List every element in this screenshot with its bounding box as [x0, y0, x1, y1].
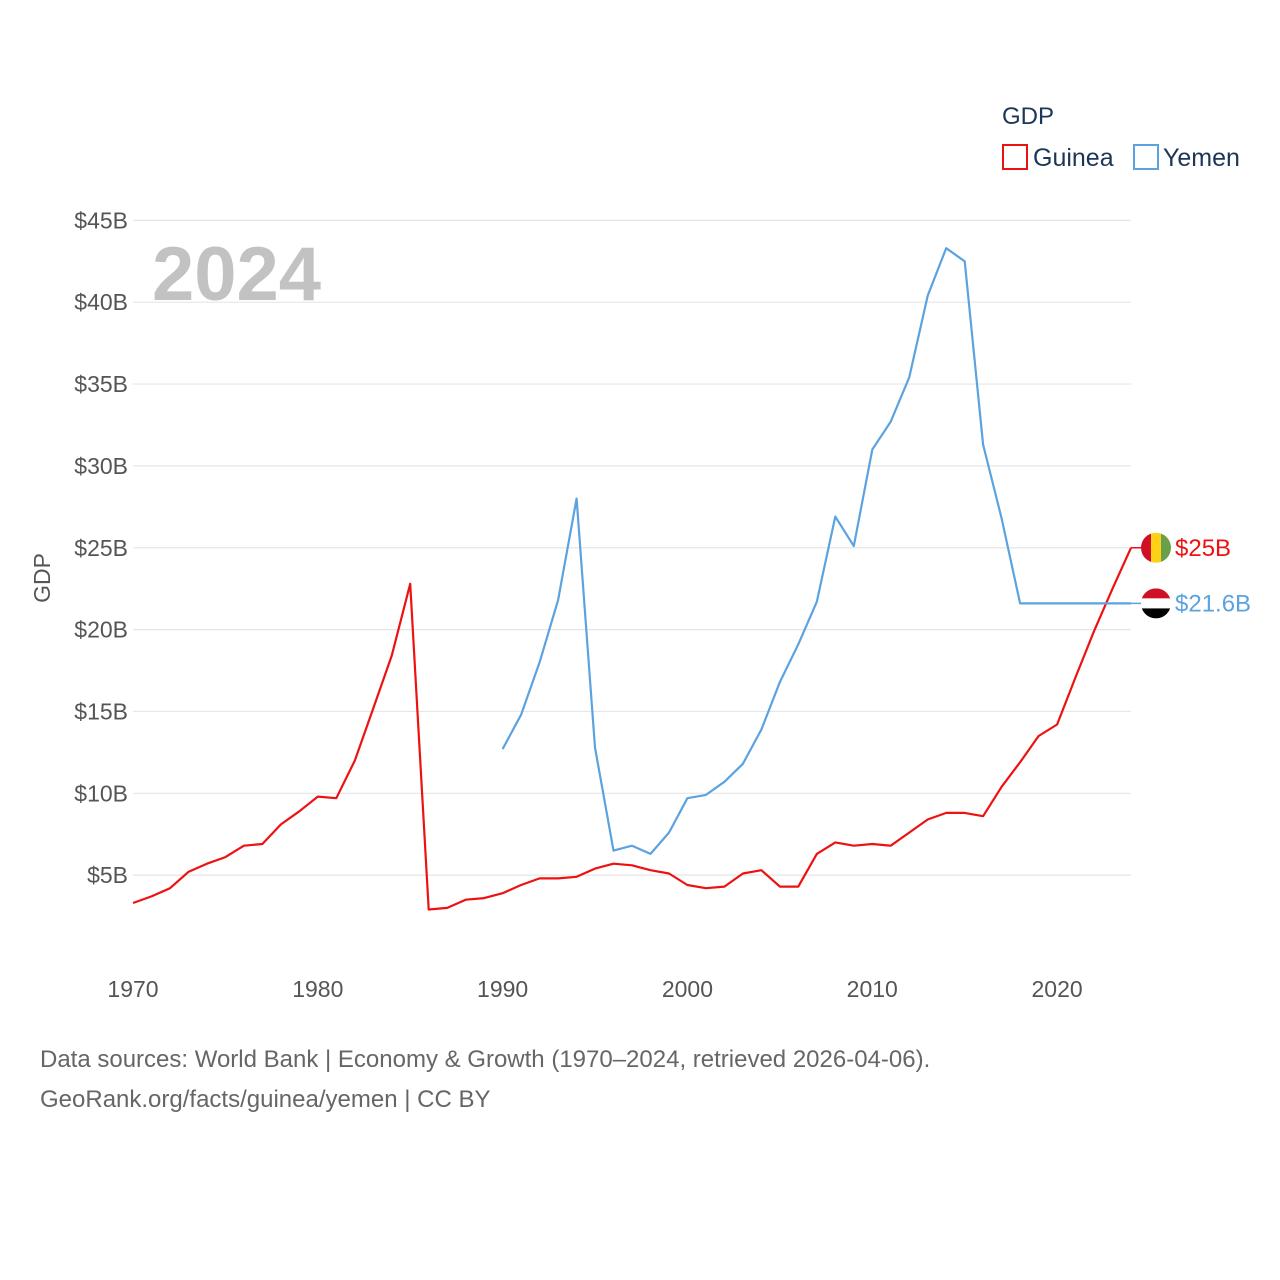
series-lines: [132, 247, 1133, 911]
legend-label-guinea: Guinea: [1033, 144, 1114, 172]
x-tick-label: 1980: [292, 976, 343, 1002]
source-note: Data sources: World Bank | Economy & Gro…: [40, 1040, 1240, 1120]
guinea-flag-icon: [1141, 532, 1171, 563]
x-tick-label: 2000: [662, 976, 713, 1002]
y-tick-label: $15B: [74, 698, 128, 724]
y-tick-label: $30B: [74, 453, 128, 479]
end-markers: $25B $21.6B: [1131, 532, 1251, 619]
x-axis-ticks: 1970 1980 1990 2000 2010 2020: [107, 976, 1082, 1002]
legend-label-yemen: Yemen: [1163, 144, 1240, 172]
y-tick-label: $25B: [74, 535, 128, 561]
legend: GDP Guinea Yemen: [1002, 103, 1240, 172]
y-tick-label: $35B: [74, 371, 128, 397]
y-tick-label: $40B: [74, 289, 128, 315]
year-watermark: 2024: [152, 232, 321, 317]
y-axis-ticks: $5B $10B $15B $20B $25B $30B $35B $40B $45B: [74, 207, 128, 888]
legend-swatch-guinea: [1002, 144, 1028, 170]
x-tick-label: 2010: [847, 976, 898, 1002]
gdp-line-chart: $5B $10B $15B $20B $25B $30B $35B $40B $45B 1970…: [29, 103, 1251, 1002]
yemen-flag-icon: [1141, 588, 1171, 619]
grid-lines: [133, 219, 1131, 876]
legend-swatch-yemen: [1133, 144, 1159, 170]
x-tick-label: 1970: [107, 976, 158, 1002]
y-axis-title: GDP: [29, 553, 55, 603]
series-line-guinea: [132, 547, 1133, 911]
legend-title: GDP: [1002, 103, 1054, 130]
source-link[interactable]: GeoRank.org/facts/guinea/yemen | CC BY: [40, 1086, 491, 1113]
y-tick-label: $5B: [87, 862, 128, 888]
source-line-1: Data sources: World Bank | Economy & Gro…: [40, 1046, 931, 1073]
series-line-yemen: [501, 247, 1131, 856]
x-tick-label: 1990: [477, 976, 528, 1002]
y-tick-label: $20B: [74, 617, 128, 643]
y-tick-label: $10B: [74, 780, 128, 806]
end-value-label-guinea: $25B: [1175, 535, 1231, 562]
y-tick-label: $45B: [74, 207, 128, 233]
x-tick-label: 2020: [1031, 976, 1082, 1002]
end-value-label-yemen: $21.6B: [1175, 590, 1251, 617]
